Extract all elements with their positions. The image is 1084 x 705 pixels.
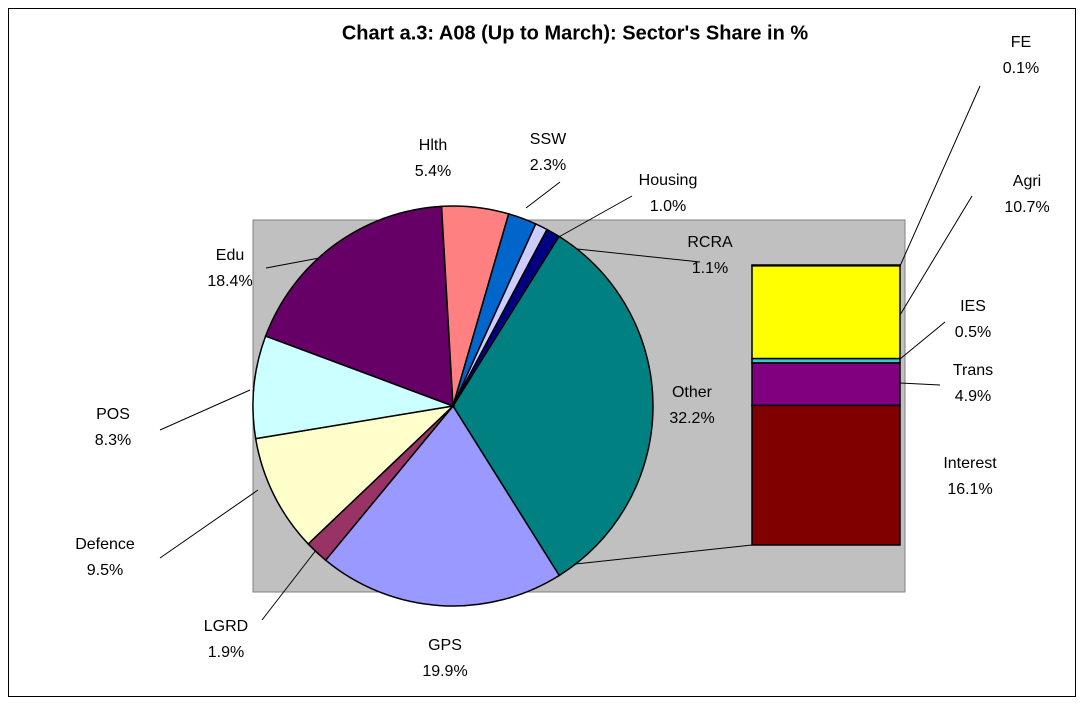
slice-label: Edu bbox=[216, 247, 244, 264]
pie-slice bbox=[254, 404, 456, 545]
slice-label: FE bbox=[1011, 34, 1031, 51]
connector-line bbox=[556, 544, 753, 567]
pie-slice bbox=[452, 228, 561, 407]
value-label: 10.7% bbox=[1004, 199, 1049, 216]
slice-label: Interest bbox=[943, 455, 997, 472]
leader-line bbox=[899, 382, 941, 386]
pie-slice bbox=[264, 205, 454, 408]
pie-slice bbox=[324, 404, 561, 607]
value-label: 0.1% bbox=[1003, 60, 1039, 77]
leader-line bbox=[899, 85, 981, 267]
slice-label: SSW bbox=[530, 131, 567, 148]
chart-title: Chart a.3: A08 (Up to March): Sector's S… bbox=[342, 22, 809, 44]
value-label: 16.1% bbox=[947, 481, 992, 498]
value-label: 32.2% bbox=[669, 410, 714, 427]
value-label: 8.3% bbox=[95, 432, 131, 449]
value-label: 4.9% bbox=[955, 388, 991, 405]
bar-segment bbox=[751, 362, 901, 407]
leader-line bbox=[261, 544, 321, 621]
value-label: 9.5% bbox=[87, 562, 123, 579]
slice-label: Agri bbox=[1013, 173, 1041, 190]
pie-slice bbox=[252, 335, 456, 440]
slice-label: Trans bbox=[953, 362, 993, 379]
value-label: 1.1% bbox=[692, 260, 728, 277]
slice-label: Housing bbox=[639, 172, 698, 189]
leader-line bbox=[547, 195, 633, 244]
slice-label: Defence bbox=[75, 536, 135, 553]
slice-label: GPS bbox=[428, 637, 462, 654]
leader-line bbox=[159, 489, 259, 559]
leader-line bbox=[899, 195, 973, 316]
slice-label: Other bbox=[672, 384, 713, 401]
value-label: 0.5% bbox=[955, 324, 991, 341]
slice-label: Hlth bbox=[419, 137, 447, 154]
slice-label: IES bbox=[960, 298, 986, 315]
leader-lines bbox=[159, 85, 981, 621]
slice-label: POS bbox=[96, 406, 130, 423]
value-label: 1.9% bbox=[208, 644, 244, 661]
leader-line bbox=[525, 181, 561, 209]
slice-label: RCRA bbox=[687, 234, 733, 251]
slice-label: LGRD bbox=[204, 618, 248, 635]
value-label: 18.4% bbox=[207, 273, 252, 290]
value-label: 2.3% bbox=[530, 157, 566, 174]
value-label: 1.0% bbox=[650, 198, 686, 215]
bar-segment bbox=[751, 404, 901, 546]
leader-line bbox=[899, 321, 946, 360]
value-label: 5.4% bbox=[415, 163, 451, 180]
bar-segment bbox=[751, 265, 901, 360]
leader-line bbox=[159, 389, 251, 431]
pie-slice bbox=[452, 235, 654, 577]
value-label: 19.9% bbox=[422, 663, 467, 680]
